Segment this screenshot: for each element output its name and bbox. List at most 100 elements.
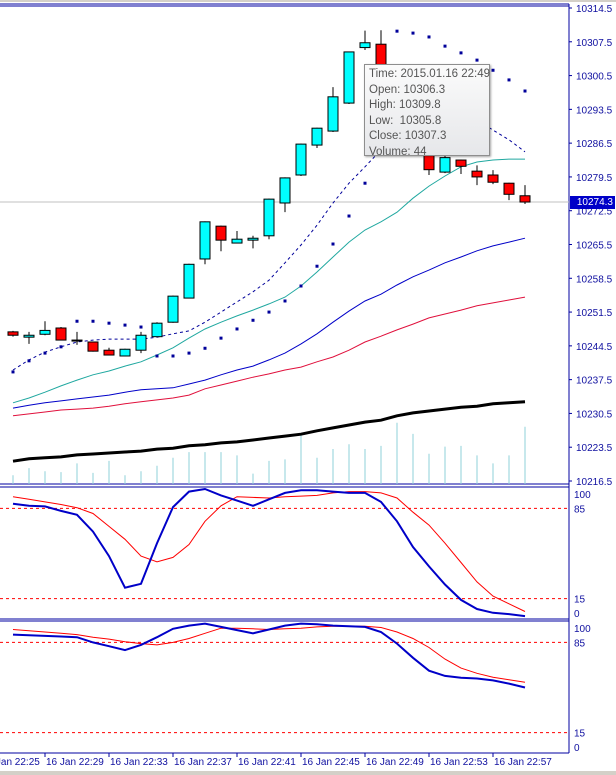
candle-body bbox=[279, 177, 291, 204]
candle-body bbox=[39, 329, 51, 335]
price-axis-label: 10258.5 bbox=[576, 274, 613, 285]
ma-black-line bbox=[12, 400, 526, 463]
candle bbox=[439, 152, 451, 174]
sar-dot bbox=[139, 325, 143, 329]
sar-dot bbox=[59, 345, 63, 349]
time-axis-label: 16 Jan 22:53 bbox=[430, 757, 488, 768]
price-axis-label: 10216.5 bbox=[576, 477, 613, 488]
candle bbox=[87, 341, 99, 352]
sar-dot bbox=[251, 318, 255, 322]
window-bottom-edge bbox=[0, 771, 616, 775]
sar-dot bbox=[523, 89, 527, 93]
candle bbox=[471, 165, 483, 186]
sar-dot bbox=[219, 336, 223, 340]
candle-body bbox=[359, 42, 371, 49]
candle-body bbox=[295, 143, 307, 176]
stoch-axis-label: 0 bbox=[574, 743, 580, 754]
candle bbox=[103, 347, 115, 356]
candle bbox=[39, 321, 51, 336]
sar-dot bbox=[107, 321, 111, 325]
candle bbox=[279, 177, 291, 213]
stoch-signal-line bbox=[12, 491, 526, 612]
sar-dot bbox=[363, 181, 367, 185]
stoch-axis-label: 15 bbox=[574, 729, 586, 740]
time-axis-label: 16 Jan 22:57 bbox=[494, 757, 552, 768]
candle-body bbox=[231, 238, 243, 244]
candle bbox=[183, 263, 195, 299]
price-axis-label: 10244.5 bbox=[576, 342, 613, 353]
stoch-signal-line bbox=[12, 625, 526, 683]
candle-body bbox=[119, 348, 131, 357]
candle bbox=[327, 87, 339, 133]
candle-body bbox=[183, 263, 195, 299]
sar-dot bbox=[331, 242, 335, 246]
candle bbox=[119, 348, 131, 357]
stoch-axis-label: 15 bbox=[574, 595, 586, 606]
candle bbox=[247, 235, 259, 249]
candle-body bbox=[55, 327, 67, 341]
stoch-axis-label: 85 bbox=[574, 504, 586, 515]
candle bbox=[71, 331, 83, 345]
sar-dot bbox=[459, 51, 463, 55]
candle bbox=[455, 159, 467, 175]
stoch-axis-label: 100 bbox=[574, 490, 591, 501]
candle-body bbox=[263, 198, 275, 237]
stoch-axis-label: 85 bbox=[574, 638, 586, 649]
sar-dot bbox=[11, 370, 15, 374]
tooltip-low: Low: 10305.8 bbox=[369, 114, 442, 127]
window-top-edge bbox=[0, 0, 616, 2]
time-axis-label: 16 Jan 22:25 bbox=[0, 757, 40, 768]
sar-dot bbox=[235, 327, 239, 331]
sar-dot bbox=[123, 323, 127, 327]
time-axis-label: 16 Jan 22:29 bbox=[46, 757, 104, 768]
candle bbox=[215, 225, 227, 252]
candle-body bbox=[455, 159, 467, 167]
candle bbox=[263, 198, 275, 240]
candle bbox=[7, 330, 19, 337]
time-axis-label: 16 Jan 22:41 bbox=[238, 757, 296, 768]
sar-dot bbox=[299, 284, 303, 288]
candle-body bbox=[151, 322, 163, 338]
candle-body bbox=[471, 170, 483, 178]
candle-body bbox=[167, 295, 179, 323]
sar-dot bbox=[395, 29, 399, 33]
price-axis-label: 10265.5 bbox=[576, 241, 613, 252]
candle bbox=[343, 51, 355, 105]
time-axis-label: 16 Jan 22:45 bbox=[302, 757, 360, 768]
candle-body bbox=[439, 157, 451, 173]
candle-body bbox=[87, 341, 99, 352]
price-axis-label: 10300.5 bbox=[576, 72, 613, 83]
stoch-main-line bbox=[12, 487, 526, 618]
price-axis-label: 10230.5 bbox=[576, 409, 613, 420]
tooltip-close: Close: 10307.3 bbox=[369, 130, 447, 142]
candle bbox=[295, 143, 307, 176]
candle-body bbox=[327, 96, 339, 132]
tooltip-time: Time: 2015.01.16 22:49 bbox=[369, 68, 491, 80]
tooltip-open: Open: 10306.3 bbox=[369, 83, 446, 96]
candle-body bbox=[23, 334, 35, 338]
sar-dot bbox=[411, 31, 415, 35]
sar-dot bbox=[155, 354, 159, 358]
current-price-label: 10274.3 bbox=[570, 196, 615, 209]
candle-body bbox=[71, 339, 83, 342]
candle-body bbox=[503, 182, 515, 195]
sar-dot bbox=[475, 58, 479, 62]
sar-dot bbox=[43, 351, 47, 355]
candle-tooltip: Time: 2015.01.16 22:49 Open: 10306.3 Hig… bbox=[364, 64, 491, 158]
sar-dot bbox=[27, 359, 31, 363]
ma-teal-line bbox=[12, 158, 525, 404]
time-axis-label: 16 Jan 22:33 bbox=[110, 757, 168, 768]
candle-body bbox=[343, 51, 355, 104]
price-axis-label: 10251.5 bbox=[576, 308, 613, 319]
time-axis-label: 16 Jan 22:49 bbox=[366, 757, 424, 768]
candle-body bbox=[215, 225, 227, 241]
sar-dot bbox=[171, 354, 175, 358]
tooltip-high: High: 10309.8 bbox=[369, 99, 441, 111]
price-axis-label: 10279.5 bbox=[576, 173, 613, 184]
stoch-axis-label: 100 bbox=[574, 624, 591, 635]
candle-body bbox=[103, 349, 115, 356]
candle-body bbox=[519, 195, 531, 203]
price-axis-label: 10223.5 bbox=[576, 443, 613, 454]
candle bbox=[231, 230, 243, 244]
